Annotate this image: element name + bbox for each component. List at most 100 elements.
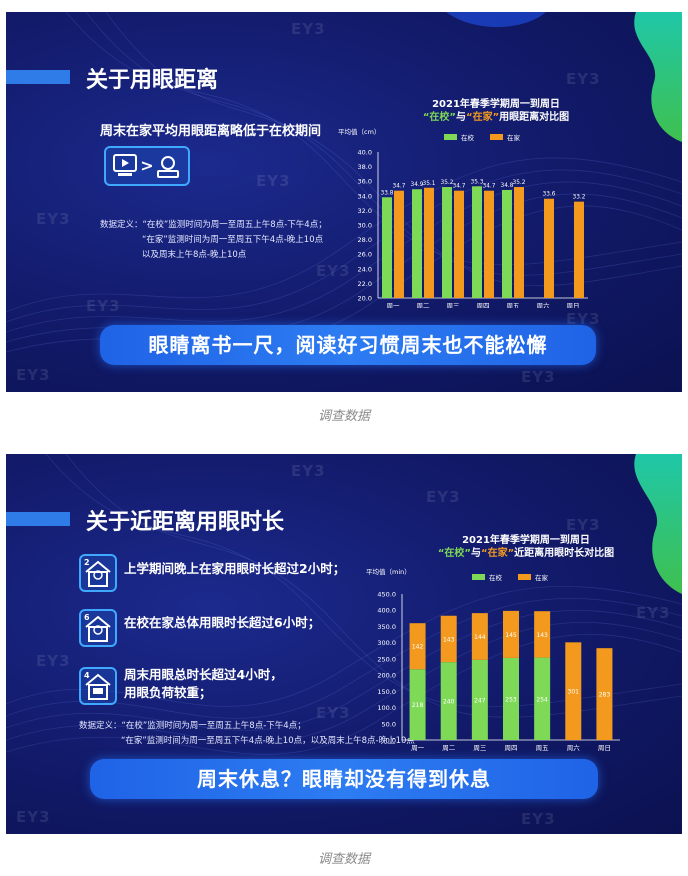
bar <box>484 190 494 298</box>
data-label: 34.7 <box>483 184 496 190</box>
bar-segment <box>503 657 519 740</box>
watermark: EY3 <box>316 262 351 280</box>
house-screen-icon: 4 <box>79 667 117 705</box>
data-label: 143 <box>536 632 548 639</box>
watermark: EY3 <box>36 210 71 228</box>
bar <box>574 201 584 298</box>
x-tick-label: 周三 <box>447 302 461 308</box>
watermark: EY3 <box>291 462 326 480</box>
y-axis-label: 平均值（cm） <box>338 127 380 136</box>
y-tick-label: 350.0 <box>377 623 396 631</box>
watermark: EY3 <box>566 516 601 534</box>
bar <box>454 190 464 298</box>
x-tick-label: 周四 <box>505 744 518 752</box>
banner: 周末休息？眼睛却没有得到休息 <box>90 759 598 799</box>
watermark: EY3 <box>291 20 326 38</box>
watermark: EY3 <box>521 810 556 828</box>
watermark: EY3 <box>86 297 121 315</box>
y-tick-label: 36.0 <box>358 178 372 186</box>
data-label: 145 <box>505 632 517 639</box>
figure-caption: 调查数据 <box>317 409 370 424</box>
near-eye-time-stacked-bar-chart: 平均值（min） 在校 在家 450.0 400.0 350.0 300.0 250.0 200… <box>366 567 620 752</box>
house-clock-icon: 2 <box>79 554 117 592</box>
bar <box>502 189 512 298</box>
data-label: 34.7 <box>393 184 406 190</box>
data-label: 35.3 <box>471 179 484 185</box>
legend-swatch <box>472 574 485 580</box>
watermark: EY3 <box>566 70 601 88</box>
y-tick-label: 22.0 <box>358 280 372 288</box>
y-tick-label: 32.0 <box>358 207 372 215</box>
bar-segment <box>471 659 488 740</box>
x-tick-label: 周五 <box>536 744 550 752</box>
y-tick-label: 40.0 <box>358 149 372 157</box>
greater-than-symbol: > <box>140 156 153 175</box>
data-label: 142 <box>412 644 424 651</box>
data-label: 253 <box>505 696 517 703</box>
data-label: 33.8 <box>381 190 394 196</box>
chart-title-school: “在校” <box>422 112 456 123</box>
section-title: 关于用眼距离 <box>86 68 219 93</box>
chart-title-and: 与 <box>471 548 481 559</box>
data-label: 144 <box>474 634 486 641</box>
y-tick-label: 24.0 <box>358 265 372 273</box>
y-axis-label: 平均值（min） <box>366 567 411 576</box>
icon-badge-number: 2 <box>84 558 90 567</box>
x-tick-label: 周六 <box>537 301 551 308</box>
x-tick-label: 周四 <box>477 302 490 308</box>
watermark: EY3 <box>256 172 291 190</box>
y-tick-label: 50.0 <box>382 720 396 728</box>
watermark: EY3 <box>636 604 671 622</box>
bar <box>394 190 404 298</box>
chart-title-and: 与 <box>456 112 466 123</box>
x-tick-label: 周日 <box>598 744 611 752</box>
y-tick-label: 26.0 <box>358 251 372 259</box>
data-label: 35.2 <box>513 180 526 186</box>
x-tick-label: 周二 <box>417 302 431 308</box>
chart-title-line1: 2021年春季学期周一到周日 <box>432 99 560 110</box>
note-line: 以及周末上午8点-晚上10点 <box>142 250 247 260</box>
y-tick-label: 300.0 <box>377 639 396 647</box>
watermark: EY3 <box>36 652 71 670</box>
note-line: “在家”监测时间为周一至周五下午4点-晚上10点 <box>142 235 324 245</box>
icon-badge-number: 6 <box>84 613 90 622</box>
bar-segment <box>565 642 582 740</box>
title-accent-bar <box>6 512 70 526</box>
note-line: 数据定义：“在校”监测时间为周一至周五上午8点-下午4点； <box>79 721 306 731</box>
finding-text: 周末用眼总时长超过4小时， 用眼负荷较重； <box>124 667 283 700</box>
bar-segment <box>409 669 426 740</box>
chart-title: 2021年春季学期周一到周日 “在校”与“在家”用眼距离对比图 <box>376 98 616 124</box>
slide-panel-near-eye-time: EY3 EY3 EY3 EY3 EY3 EY3 EY3 EY3 关于近距离用眼时… <box>6 454 682 834</box>
screen-greater-than-person-icon: > <box>104 146 190 186</box>
x-tick-label: 周五 <box>507 302 521 308</box>
x-tick-label: 周二 <box>442 744 456 752</box>
y-tick-label: 150.0 <box>377 688 396 696</box>
bar <box>472 186 482 298</box>
bar-segment <box>440 615 457 663</box>
data-label: 301 <box>568 689 580 696</box>
data-label: 254 <box>536 696 548 703</box>
bar <box>412 189 422 298</box>
x-tick-label: 周三 <box>473 744 487 752</box>
green-corner-shape <box>634 454 682 594</box>
watermark: EY3 <box>316 704 351 722</box>
legend-label: 在校 <box>489 573 503 582</box>
note-line: “在家”监测时间为周一至周五下午4点-晚上10点，以及周末上午8点-晚上10点 <box>121 736 415 746</box>
green-corner-shape <box>634 12 682 142</box>
data-label: 218 <box>412 702 424 709</box>
x-tick-label: 周一 <box>387 302 401 308</box>
house-clock-icon: 6 <box>79 609 117 647</box>
icon-badge-number: 4 <box>84 671 90 680</box>
y-tick-label: 38.0 <box>358 163 372 171</box>
bar <box>514 187 524 298</box>
bar-segment <box>503 610 519 658</box>
title-accent-bar <box>6 70 70 84</box>
bar <box>544 198 554 298</box>
y-tick-label: 450.0 <box>377 591 396 599</box>
legend-label: 在家 <box>535 573 549 582</box>
y-tick-label: 200.0 <box>377 672 396 680</box>
legend-swatch <box>518 574 531 580</box>
chart-title-home: “在家” <box>481 548 515 559</box>
data-label: 33.6 <box>543 192 556 198</box>
banner: 眼睛离书一尺，阅读好习惯周末也不能松懈 <box>100 325 596 365</box>
